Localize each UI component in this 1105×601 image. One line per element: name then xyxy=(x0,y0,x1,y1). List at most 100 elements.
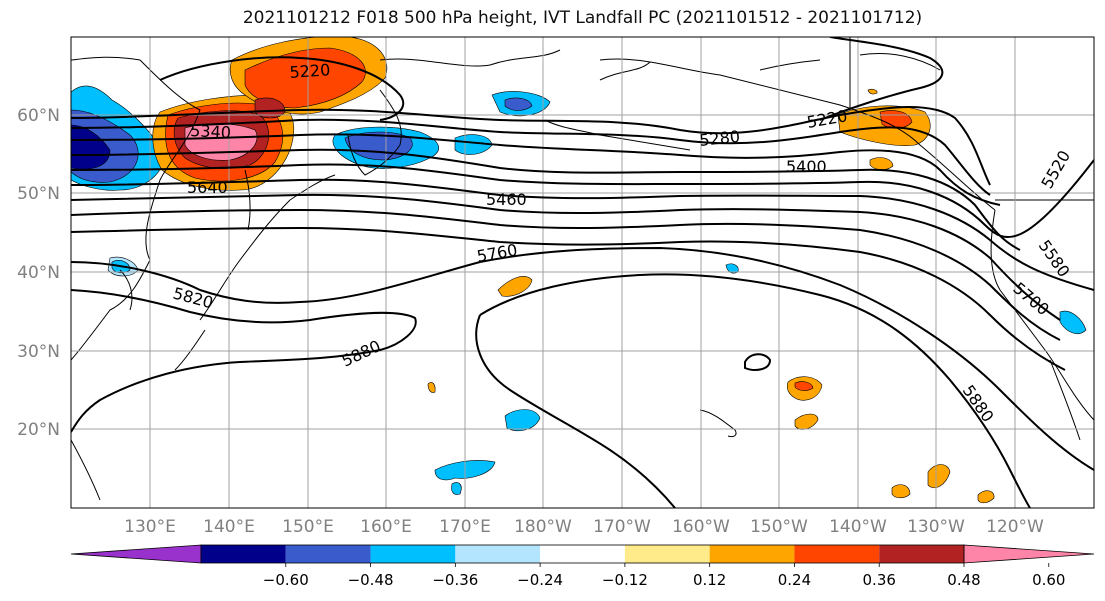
coast-japan xyxy=(174,199,291,371)
lon-tick-150e: 150°E xyxy=(282,517,334,537)
contour-5880-loop xyxy=(744,353,772,371)
colorbar-segment xyxy=(285,545,371,563)
map-title: 2021101212 F018 500 hPa height, IVT Land… xyxy=(242,8,923,28)
contour-label-5880-b: 5880 xyxy=(959,381,998,425)
contour-5220-east xyxy=(819,37,944,121)
contour-5280 xyxy=(71,106,991,186)
colorbar-tick-label: 0.24 xyxy=(778,571,811,589)
coast-na-west xyxy=(990,209,1094,421)
contour-label-5700: 5700 xyxy=(1009,279,1052,320)
colorbar-segment xyxy=(540,545,625,563)
contour-label-5760: 5760 xyxy=(475,240,518,266)
lon-tick-160w: 160°W xyxy=(672,517,730,537)
contour-5460 xyxy=(71,148,1021,251)
contour-5760 xyxy=(71,226,1066,371)
contour-label-5340: 5340 xyxy=(190,121,232,142)
pos-area-goa-small xyxy=(869,157,894,170)
contour-label-5640: 5640 xyxy=(187,178,228,197)
contour-label-5880-a: 5880 xyxy=(339,336,384,370)
neg-area-coast xyxy=(1059,310,1087,334)
colorbar-tick-label: 0.12 xyxy=(693,571,726,589)
lon-tick-170w: 170°W xyxy=(593,517,651,537)
contour-5880-east-arc xyxy=(479,273,1031,508)
coast-siberia-north xyxy=(379,49,561,67)
colorbar-tick-label: −0.36 xyxy=(432,571,478,589)
lat-tick-30: 30°N xyxy=(17,342,60,362)
contour-5820 xyxy=(71,246,1094,471)
pos-area-central-pacific xyxy=(497,276,533,297)
contour-5400 xyxy=(71,133,1001,206)
coast-sakhalin xyxy=(244,169,251,231)
contour-5700 xyxy=(71,208,1061,341)
lon-tick-labels: 130°E 140°E 150°E 160°E 170°E 180°W 170°… xyxy=(124,517,1044,537)
lat-tick-50: 50°N xyxy=(17,184,60,204)
coast-philippines xyxy=(71,439,101,501)
lon-tick-170e: 170°E xyxy=(439,517,491,537)
colorbar-tick-label: 0.36 xyxy=(863,571,896,589)
colorbar-tick-label: −0.48 xyxy=(348,571,394,589)
colorbar-segment xyxy=(879,545,964,563)
contour-5340 xyxy=(71,118,991,196)
contour-label-5520: 5520 xyxy=(1037,147,1074,192)
neg-area-alaska-core xyxy=(504,97,533,111)
coast-korea xyxy=(119,269,133,311)
coast-kamchatka xyxy=(347,89,402,176)
pos-area-goa-tiny xyxy=(867,88,878,95)
neg-area-subtropic-1 xyxy=(504,409,541,431)
colorbar-segment xyxy=(709,545,795,563)
lon-tick-140w: 140°W xyxy=(829,517,887,537)
colorbar-outline xyxy=(200,544,965,564)
colorbar-extend-high xyxy=(963,544,1095,564)
lon-tick-140e: 140°E xyxy=(203,517,255,537)
colorbar-tick-label: −0.12 xyxy=(602,571,648,589)
pos-area-siberia-dark xyxy=(254,97,286,119)
coast-kuril xyxy=(289,174,336,201)
coast-alaska xyxy=(599,58,996,211)
lon-tick-150w: 150°W xyxy=(750,517,808,537)
contour-label-5460: 5460 xyxy=(486,190,527,209)
coast-hawaii xyxy=(699,409,737,438)
pos-area-se-3 xyxy=(977,490,995,504)
pos-area-hawaii-e xyxy=(794,413,819,430)
lat-tick-40: 40°N xyxy=(17,263,60,283)
height-contours xyxy=(71,37,1094,508)
lon-tick-120w: 120°W xyxy=(986,517,1044,537)
contour-5520 xyxy=(71,159,1094,238)
contour-5220-north xyxy=(159,56,405,121)
map-frame xyxy=(70,36,1095,509)
lon-tick-160e: 160°E xyxy=(360,517,412,537)
lat-tick-60: 60°N xyxy=(17,106,60,126)
colorbar-tick-label: −0.24 xyxy=(517,571,563,589)
colorbar-segment xyxy=(794,545,880,563)
pos-area-se-1 xyxy=(927,464,951,489)
pos-area-hawaii-ne-core xyxy=(794,381,814,391)
contour-5580 xyxy=(71,178,1094,291)
pos-area-se-2 xyxy=(891,484,911,499)
ivt-shading xyxy=(71,37,1087,504)
contour-label-5280: 5280 xyxy=(698,127,740,150)
contour-5640 xyxy=(71,193,1061,321)
lon-tick-130e: 130°E xyxy=(124,517,176,537)
colorbar-segment xyxy=(201,545,286,563)
coast-canada-islands xyxy=(599,52,941,81)
coast-asia xyxy=(71,56,201,361)
coast-baja xyxy=(1049,359,1081,441)
colorbar-segment xyxy=(455,545,541,563)
contour-5880-west xyxy=(71,289,417,433)
contour-5880-east xyxy=(475,314,676,508)
contour-label-5580: 5580 xyxy=(1035,236,1074,280)
lat-tick-labels: 20°N 30°N 40°N 50°N 60°N xyxy=(17,106,60,440)
gridlines xyxy=(71,37,1094,508)
lon-tick-180: 180°W xyxy=(514,517,572,537)
lon-tick-130w: 130°W xyxy=(907,517,965,537)
colorbar-segment xyxy=(624,545,710,563)
colorbar-extend-low xyxy=(70,544,202,564)
colorbar-tick-label: −0.60 xyxy=(263,571,309,589)
colorbar: −0.60 −0.48 −0.36 −0.24 −0.12 0.12 0.24 0.36 0.4… xyxy=(70,544,1095,589)
colorbar-tick-label: 0.48 xyxy=(947,571,980,589)
contour-label-5400: 5400 xyxy=(786,157,827,176)
lat-tick-20: 20°N xyxy=(17,420,60,440)
pos-area-small-a xyxy=(427,382,436,393)
